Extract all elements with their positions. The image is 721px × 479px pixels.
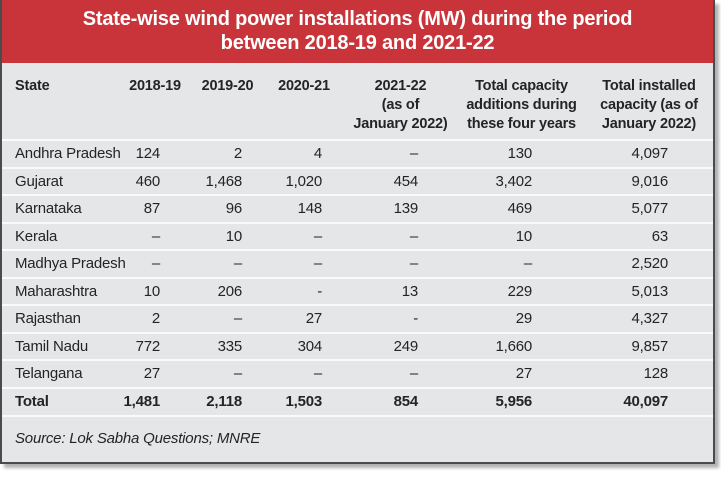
total-value-cell: 1,503 (285, 393, 322, 411)
value-cell: – (313, 255, 322, 273)
value-cell: – (409, 145, 418, 163)
value-cell: – (151, 255, 160, 273)
value-cell: 2 (151, 310, 160, 328)
value-cell: 13 (401, 282, 418, 300)
value-cell: 10 (225, 227, 242, 245)
state-cell: Andhra Pradesh (15, 145, 121, 163)
table-title-banner: State-wise wind power installations (MW)… (2, 0, 713, 63)
source-note: Source: Lok Sabha Questions; MNRE (2, 415, 713, 462)
table-row: Karnataka 87 96 148 139 469 5,077 (2, 195, 713, 223)
value-cell: – (313, 365, 322, 383)
total-label-cell: Total (15, 393, 49, 411)
state-cell: Rajasthan (15, 310, 81, 328)
total-value-cell: 40,097 (623, 393, 668, 411)
state-cell: Tamil Nadu (15, 337, 89, 355)
table-row: Andhra Pradesh 124 2 4 – 130 4,097 (2, 140, 713, 168)
state-cell: Telangana (15, 365, 83, 383)
column-header-total-installed: Total installed capacity (as of January … (600, 78, 698, 132)
value-cell: 9,857 (631, 337, 668, 355)
value-cell: – (233, 310, 242, 328)
value-cell: 27 (305, 310, 322, 328)
value-cell: 1,020 (285, 172, 322, 190)
value-cell: 128 (643, 365, 669, 383)
state-cell: Gujarat (15, 172, 63, 190)
total-value-cell: 5,956 (495, 393, 532, 411)
total-value-cell: 854 (393, 393, 419, 411)
column-header-total-additions: Total capacity additions during these fo… (466, 78, 577, 132)
value-cell: 4 (313, 145, 322, 163)
value-cell: 460 (135, 172, 161, 190)
value-cell: 454 (393, 172, 419, 190)
value-cell: 2,520 (631, 255, 668, 273)
total-value-cell: 1,481 (123, 393, 160, 411)
value-cell: 27 (143, 365, 160, 383)
value-cell: 3,402 (495, 172, 532, 190)
value-cell: 124 (135, 145, 161, 163)
column-header-2021-22: 2021-22 (as of January 2022) (353, 78, 448, 132)
value-cell: - (413, 310, 418, 328)
value-cell: 229 (507, 282, 533, 300)
wind-power-table: State 2018-19 2019-20 2020-21 2021-22 (a… (2, 63, 713, 415)
table-row: Maharashtra 10 206 - 13 229 5,013 (2, 277, 713, 306)
value-cell: 249 (393, 337, 419, 355)
table-title-line1: State-wise wind power installations (MW)… (82, 8, 633, 30)
value-cell: 148 (297, 200, 323, 218)
value-cell: – (233, 255, 242, 273)
value-cell: 10 (143, 282, 160, 300)
value-cell: 2 (233, 145, 242, 163)
header-row: State 2018-19 2019-20 2020-21 2021-22 (a… (2, 63, 713, 140)
table-row: Telangana 27 – – – 27 128 (2, 360, 713, 388)
value-cell: 304 (297, 337, 323, 355)
value-cell: 1,468 (205, 172, 242, 190)
value-cell: 206 (217, 282, 243, 300)
state-cell: Karnataka (15, 200, 82, 218)
value-cell: – (409, 255, 418, 273)
state-cell: Kerala (15, 227, 58, 245)
value-cell: 87 (143, 200, 160, 218)
wind-power-table-card: State-wise wind power installations (MW)… (0, 0, 715, 464)
state-cell: Maharashtra (15, 282, 98, 300)
value-cell: 5,077 (631, 200, 668, 218)
value-cell: – (233, 365, 242, 383)
value-cell: – (409, 365, 418, 383)
value-cell: – (523, 255, 532, 273)
column-header-2018-19: 2018-19 (129, 78, 181, 94)
value-cell: 130 (507, 145, 533, 163)
value-cell: 10 (515, 227, 532, 245)
value-cell: 335 (217, 337, 243, 355)
value-cell: 63 (651, 227, 668, 245)
value-cell: – (409, 227, 418, 245)
column-header-2019-20: 2019-20 (201, 78, 254, 94)
value-cell: 469 (507, 200, 533, 218)
value-cell: 772 (135, 337, 161, 355)
column-header-state: State (15, 78, 50, 94)
value-cell: 5,013 (631, 282, 668, 300)
value-cell: - (317, 282, 322, 300)
table-row: Kerala – 10 – – 10 63 (2, 222, 713, 251)
value-cell: 1,660 (495, 337, 532, 355)
table-row: Madhya Pradesh – – – – – 2,520 (2, 250, 713, 278)
table-row: Rajasthan 2 – 27 - 29 4,327 (2, 305, 713, 333)
state-cell: Madhya Pradesh (15, 255, 126, 273)
table-title-line2: between 2018-19 and 2021-22 (220, 31, 495, 54)
value-cell: 4,097 (631, 145, 668, 163)
value-cell: 4,327 (631, 310, 668, 328)
value-cell: – (151, 227, 160, 245)
column-header-2020-21: 2020-21 (278, 78, 330, 94)
value-cell: 29 (515, 310, 532, 328)
table-row: Gujarat 460 1,468 1,020 454 3,402 9,016 (2, 167, 713, 196)
value-cell: 96 (225, 200, 242, 218)
value-cell: – (313, 227, 322, 245)
total-value-cell: 2,118 (206, 393, 242, 411)
value-cell: 139 (393, 200, 419, 218)
total-row: Total 1,481 2,118 1,503 854 5,956 40,097 (2, 387, 713, 416)
table-row: Tamil Nadu 772 335 304 249 1,660 9,857 (2, 332, 713, 361)
value-cell: 27 (515, 365, 532, 383)
value-cell: 9,016 (631, 172, 668, 190)
